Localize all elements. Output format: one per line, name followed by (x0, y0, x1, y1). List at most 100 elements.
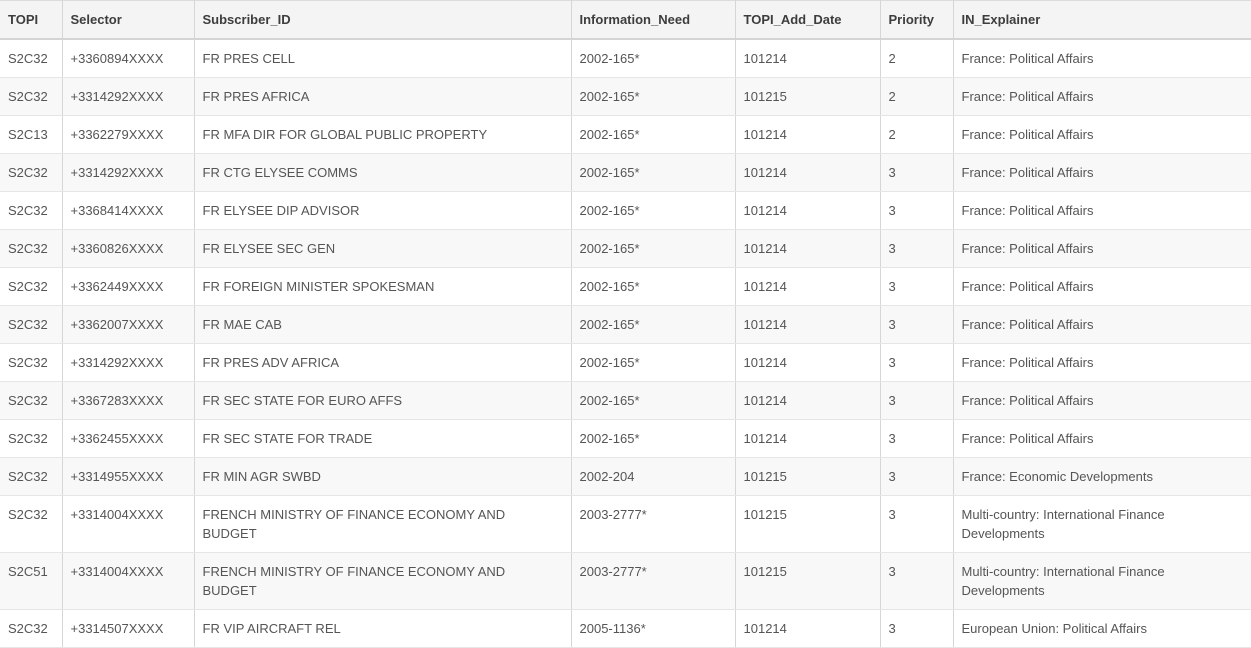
table-cell-topi: S2C32 (0, 419, 63, 458)
table-cell-topi: S2C32 (0, 457, 63, 496)
table-cell-priority: 2 (880, 39, 954, 78)
table-cell-information-need: 2002-165* (571, 39, 736, 78)
table-cell-information-need: 2002-165* (571, 419, 736, 458)
table-row: S2C32 +3360826XXXX FR ELYSEE SEC GEN 2002-1… (0, 229, 1251, 268)
table-cell-selector: +3314004XXXX (62, 495, 195, 553)
table-cell-priority: 3 (880, 419, 954, 458)
table-cell-subscriber-id: FR ELYSEE DIP ADVISOR (194, 191, 572, 230)
table-cell-information-need: 2002-204 (571, 457, 736, 496)
column-header-information-need: Information_Need (571, 0, 736, 40)
table-cell-topi: S2C51 (0, 552, 63, 610)
table-cell-information-need: 2002-165* (571, 115, 736, 154)
table-cell-information-need: 2003-2777* (571, 495, 736, 553)
table-cell-subscriber-id: FR SEC STATE FOR EURO AFFS (194, 381, 572, 420)
table-cell-in-explainer: France: Political Affairs (953, 419, 1251, 458)
table-cell-in-explainer: Multi-country: International Finance Dev… (953, 552, 1251, 610)
column-header-priority: Priority (880, 0, 954, 40)
table-cell-subscriber-id: FR PRES CELL (194, 39, 572, 78)
table-cell-topi-add-date: 101214 (735, 609, 881, 648)
table-cell-subscriber-id: FR MFA DIR FOR GLOBAL PUBLIC PROPERTY (194, 115, 572, 154)
table-cell-information-need: 2002-165* (571, 343, 736, 382)
table-cell-topi-add-date: 101214 (735, 343, 881, 382)
table-row: S2C32 +3368414XXXX FR ELYSEE DIP ADVISOR 20… (0, 191, 1251, 230)
table-cell-in-explainer: France: Political Affairs (953, 343, 1251, 382)
table-cell-subscriber-id: FR PRES AFRICA (194, 77, 572, 116)
table-cell-topi-add-date: 101215 (735, 457, 881, 496)
table-cell-information-need: 2002-165* (571, 267, 736, 306)
table-row: S2C32 +3314507XXXX FR VIP AIRCRAFT REL 2005… (0, 609, 1251, 648)
table-cell-priority: 3 (880, 305, 954, 344)
table-row: S2C32 +3314292XXXX FR PRES AFRICA 2002-165*… (0, 77, 1251, 116)
table-row: S2C32 +3362449XXXX FR FOREIGN MINISTER SPO… (0, 267, 1251, 306)
table-cell-subscriber-id: FRENCH MINISTRY OF FINANCE ECONOMY AND B… (194, 552, 572, 610)
table-cell-information-need: 2002-165* (571, 77, 736, 116)
table-cell-in-explainer: European Union: Political Affairs (953, 609, 1251, 648)
table-cell-priority: 3 (880, 267, 954, 306)
table-cell-subscriber-id: FR MAE CAB (194, 305, 572, 344)
table-cell-topi: S2C32 (0, 267, 63, 306)
table-cell-selector: +3362007XXXX (62, 305, 195, 344)
table-cell-topi: S2C13 (0, 115, 63, 154)
table-cell-subscriber-id: FRENCH MINISTRY OF FINANCE ECONOMY AND B… (194, 495, 572, 553)
table-cell-topi-add-date: 101215 (735, 552, 881, 610)
table-cell-in-explainer: France: Political Affairs (953, 115, 1251, 154)
table-cell-in-explainer: France: Political Affairs (953, 153, 1251, 192)
table-cell-priority: 2 (880, 77, 954, 116)
table-cell-in-explainer: France: Political Affairs (953, 305, 1251, 344)
table-row: S2C32 +3314955XXXX FR MIN AGR SWBD 2002-204… (0, 457, 1251, 496)
table-cell-priority: 3 (880, 229, 954, 268)
table-cell-selector: +3314955XXXX (62, 457, 195, 496)
table-cell-priority: 3 (880, 381, 954, 420)
table-cell-priority: 3 (880, 609, 954, 648)
table-body: S2C32 +3360894XXXX FR PRES CELL 2002-165* 10… (0, 39, 1251, 648)
table-cell-subscriber-id: FR PRES ADV AFRICA (194, 343, 572, 382)
table-cell-information-need: 2002-165* (571, 229, 736, 268)
column-header-topi: TOPI (0, 0, 63, 40)
table-cell-priority: 3 (880, 457, 954, 496)
table-cell-selector: +3314292XXXX (62, 343, 195, 382)
table-cell-topi: S2C32 (0, 39, 63, 78)
table-cell-information-need: 2002-165* (571, 191, 736, 230)
table-row: S2C32 +3314292XXXX FR CTG ELYSEE COMMS 2002… (0, 153, 1251, 192)
table-cell-selector: +3362279XXXX (62, 115, 195, 154)
table-row: S2C32 +3362455XXXX FR SEC STATE FOR TRADE 2… (0, 419, 1251, 458)
table-cell-priority: 3 (880, 191, 954, 230)
table-cell-subscriber-id: FR ELYSEE SEC GEN (194, 229, 572, 268)
table-cell-priority: 3 (880, 495, 954, 553)
table-cell-subscriber-id: FR SEC STATE FOR TRADE (194, 419, 572, 458)
table-cell-selector: +3314004XXXX (62, 552, 195, 610)
table-cell-in-explainer: France: Political Affairs (953, 267, 1251, 306)
table-row: S2C32 +3362007XXXX FR MAE CAB 2002-165* 1012… (0, 305, 1251, 344)
table-cell-topi: S2C32 (0, 343, 63, 382)
table-cell-priority: 3 (880, 343, 954, 382)
table-cell-topi-add-date: 101215 (735, 77, 881, 116)
table-cell-selector: +3362449XXXX (62, 267, 195, 306)
table-cell-information-need: 2002-165* (571, 153, 736, 192)
column-header-selector: Selector (62, 0, 195, 40)
table-cell-in-explainer: France: Political Affairs (953, 39, 1251, 78)
table-cell-topi-add-date: 101214 (735, 115, 881, 154)
table-cell-topi: S2C32 (0, 495, 63, 553)
table-cell-selector: +3360894XXXX (62, 39, 195, 78)
table-cell-subscriber-id: FR VIP AIRCRAFT REL (194, 609, 572, 648)
table-cell-subscriber-id: FR CTG ELYSEE COMMS (194, 153, 572, 192)
table-cell-topi: S2C32 (0, 381, 63, 420)
table-row: S2C32 +3314292XXXX FR PRES ADV AFRICA 2002-… (0, 343, 1251, 382)
table-cell-in-explainer: France: Political Affairs (953, 77, 1251, 116)
column-header-topi-add-date: TOPI_Add_Date (735, 0, 881, 40)
table-cell-topi-add-date: 101215 (735, 495, 881, 553)
table-cell-information-need: 2002-165* (571, 381, 736, 420)
table-row: S2C32 +3360894XXXX FR PRES CELL 2002-165* 10… (0, 39, 1251, 78)
table-cell-selector: +3368414XXXX (62, 191, 195, 230)
table-cell-information-need: 2003-2777* (571, 552, 736, 610)
table-row: S2C13 +3362279XXXX FR MFA DIR FOR GLOBAL P… (0, 115, 1251, 154)
table-cell-topi-add-date: 101214 (735, 419, 881, 458)
table-cell-topi-add-date: 101214 (735, 191, 881, 230)
column-header-subscriber-id: Subscriber_ID (194, 0, 572, 40)
table-cell-selector: +3362455XXXX (62, 419, 195, 458)
table-cell-topi: S2C32 (0, 305, 63, 344)
table-cell-in-explainer: France: Economic Developments (953, 457, 1251, 496)
table-row: S2C32 +3314004XXXX FRENCH MINISTRY OF FINA… (0, 495, 1251, 553)
